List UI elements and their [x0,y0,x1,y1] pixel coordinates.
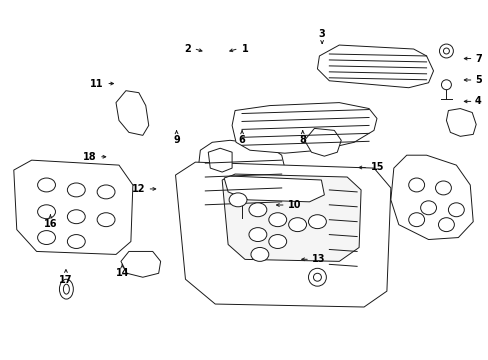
Ellipse shape [67,235,85,248]
Ellipse shape [447,203,463,217]
Text: 14: 14 [115,268,129,278]
Text: 9: 9 [173,135,180,145]
Ellipse shape [408,178,424,192]
Polygon shape [121,251,161,277]
Ellipse shape [313,273,321,281]
Text: 5: 5 [474,75,481,85]
Ellipse shape [97,213,115,227]
Ellipse shape [420,201,436,215]
Text: 12: 12 [131,184,145,194]
Text: 15: 15 [370,162,384,172]
Ellipse shape [248,203,266,217]
Ellipse shape [441,80,450,90]
Text: 17: 17 [59,275,73,285]
Polygon shape [196,140,287,222]
Text: 18: 18 [82,152,96,162]
Polygon shape [208,148,232,172]
Polygon shape [446,109,475,136]
Text: 16: 16 [43,219,57,229]
Polygon shape [116,91,148,135]
Ellipse shape [60,279,73,299]
Text: 3: 3 [318,29,325,39]
Polygon shape [14,160,133,255]
Text: 10: 10 [287,200,301,210]
Text: 6: 6 [238,135,245,145]
Polygon shape [317,45,433,88]
Ellipse shape [38,178,55,192]
Ellipse shape [308,215,325,229]
Ellipse shape [67,183,85,197]
Ellipse shape [308,268,325,286]
Polygon shape [175,162,390,307]
Polygon shape [222,174,360,261]
Text: 13: 13 [312,254,325,264]
Ellipse shape [97,185,115,199]
Ellipse shape [229,193,246,207]
Text: 1: 1 [242,44,248,54]
Text: 4: 4 [474,96,481,107]
Ellipse shape [435,181,450,195]
Ellipse shape [248,228,266,242]
Ellipse shape [38,205,55,219]
Polygon shape [224,176,324,202]
Ellipse shape [439,44,452,58]
Ellipse shape [67,210,85,224]
Text: 2: 2 [184,44,191,54]
Ellipse shape [408,213,424,227]
Ellipse shape [63,284,69,294]
Text: 11: 11 [90,78,103,89]
Ellipse shape [438,218,453,231]
Ellipse shape [268,213,286,227]
Ellipse shape [38,231,55,244]
Text: 7: 7 [474,54,481,64]
Ellipse shape [443,48,448,54]
Ellipse shape [250,247,268,261]
Text: 8: 8 [299,135,305,145]
Polygon shape [390,155,472,239]
Ellipse shape [288,218,306,231]
Polygon shape [237,196,247,202]
Polygon shape [232,103,376,153]
Polygon shape [304,129,341,156]
Ellipse shape [268,235,286,248]
